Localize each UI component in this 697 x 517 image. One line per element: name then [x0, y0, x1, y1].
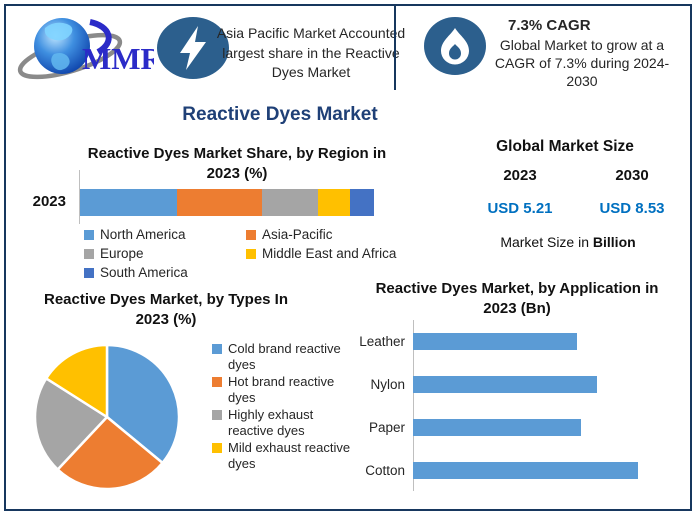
cagr-body: Global Market to grow at a CAGR of 7.3% …: [494, 37, 670, 90]
legend-item-north-america: North America: [84, 227, 246, 243]
types-pie: [33, 343, 181, 491]
region-segment-south-america: [350, 189, 374, 216]
market-size-year-2023: 2023: [503, 167, 537, 184]
region-stacked-bar: [80, 189, 374, 216]
cagr-title: 7.3% CAGR: [508, 17, 591, 34]
region-segment-middle-east-and-africa: [318, 189, 351, 216]
lightning-icon: [157, 17, 229, 79]
app-row-leather: Leather: [337, 320, 669, 363]
mmr-logo: MMR: [17, 18, 154, 80]
category-label: Nylon: [370, 377, 405, 392]
legend-marker: [212, 410, 222, 420]
category-label: Cotton: [365, 463, 405, 478]
region-chart-title: Reactive Dyes Market Share, by Region in…: [87, 145, 387, 183]
legend-label: Highly exhaust reactive dyes: [228, 407, 314, 438]
bar-track: [413, 462, 669, 479]
legend-marker: [212, 443, 222, 453]
pie-slice-highly-exhaust-reactive-dyes: [33, 377, 109, 471]
application-axis-line: [413, 320, 414, 491]
legend-marker: [212, 344, 222, 354]
market-size-note: Market Size in Billion: [468, 234, 668, 250]
pie-slice-hot-brand-reactive-dyes: [56, 415, 164, 491]
region-legend: North America Asia-Pacific Europe Middle Ea…: [84, 227, 396, 281]
types-chart-title: Reactive Dyes Market, by Types In 2023 (…: [44, 291, 288, 329]
legend-marker: [84, 268, 94, 278]
legend-label: Mild exhaust reactive dyes: [228, 440, 351, 471]
legend-label: Middle East and Africa: [262, 246, 397, 261]
header-divider: [394, 6, 396, 90]
market-size-value-2023: USD 5.21: [487, 200, 553, 217]
region-segment-north-america: [80, 189, 178, 216]
legend-marker: [246, 249, 256, 259]
app-row-nylon: Nylon: [337, 363, 669, 406]
legend-marker: [212, 377, 222, 387]
legend-item-asia-pacific: Asia-Pacific: [246, 227, 396, 243]
pie-slice-cold-brand-reactive-dyes: [105, 343, 181, 465]
cagr-block: 7.3% CAGR Global Market to grow at a CAG…: [492, 17, 672, 91]
market-size-title: Global Market Size: [496, 138, 634, 155]
page-title: Reactive Dyes Market: [182, 104, 378, 125]
legend-item-middle-east-and-africa: Middle East and Africa: [246, 246, 396, 262]
region-segment-europe: [262, 189, 319, 216]
bar-track: [413, 419, 669, 436]
region-segment-asia-pacific: [177, 189, 263, 216]
legend-item-europe: Europe: [84, 246, 246, 262]
legend-label: South America: [100, 265, 188, 280]
legend-marker: [84, 230, 94, 240]
types-legend: Cold brand reactive dyes Hot brand reacti…: [212, 341, 352, 473]
bar-leather: [413, 333, 577, 350]
market-size-note-unit: Billion: [592, 234, 636, 250]
app-rows: Leather Nylon Paper Cotton: [337, 320, 669, 492]
region-axis-line: [79, 170, 80, 224]
pie-slice-mild-exhaust-reactive-dyes: [44, 343, 109, 419]
bar-cotton: [413, 462, 638, 479]
legend-label: Hot brand reactive dyes: [228, 374, 335, 405]
globe-swoosh-icon: [17, 18, 123, 80]
market-size-note-prefix: Market Size in: [500, 234, 593, 250]
legend-label: Asia-Pacific: [262, 227, 333, 242]
logo-text: MMR: [82, 41, 154, 76]
legend-item-highly-exhaust-reactive-dyes: Highly exhaust reactive dyes: [212, 407, 352, 438]
application-chart-title: Reactive Dyes Market, by Application in …: [375, 280, 659, 318]
bar-track: [413, 333, 669, 350]
bar-track: [413, 376, 669, 393]
legend-item-south-america: South America: [84, 265, 246, 281]
legend-label: Europe: [100, 246, 144, 261]
legend-item-mild-exhaust-reactive-dyes: Mild exhaust reactive dyes: [212, 440, 352, 471]
market-size-year-2030: 2030: [615, 167, 649, 184]
app-row-paper: Paper: [337, 406, 669, 449]
app-row-cotton: Cotton: [337, 449, 669, 492]
bar-nylon: [413, 376, 597, 393]
legend-label: North America: [100, 227, 186, 242]
bar-paper: [413, 419, 581, 436]
legend-label: Cold brand reactive dyes: [228, 341, 341, 372]
header-highlight-text: Asia Pacific Market Accounted largest sh…: [216, 25, 406, 81]
flame-icon: [424, 17, 486, 75]
legend-item-hot-brand-reactive-dyes: Hot brand reactive dyes: [212, 374, 352, 405]
legend-marker: [246, 230, 256, 240]
category-label: Paper: [368, 420, 405, 435]
legend-item-cold-brand-reactive-dyes: Cold brand reactive dyes: [212, 341, 352, 372]
category-label: Leather: [359, 334, 405, 349]
market-size-value-2030: USD 8.53: [599, 200, 665, 217]
region-axis-label: 2023: [32, 193, 66, 210]
legend-marker: [84, 249, 94, 259]
